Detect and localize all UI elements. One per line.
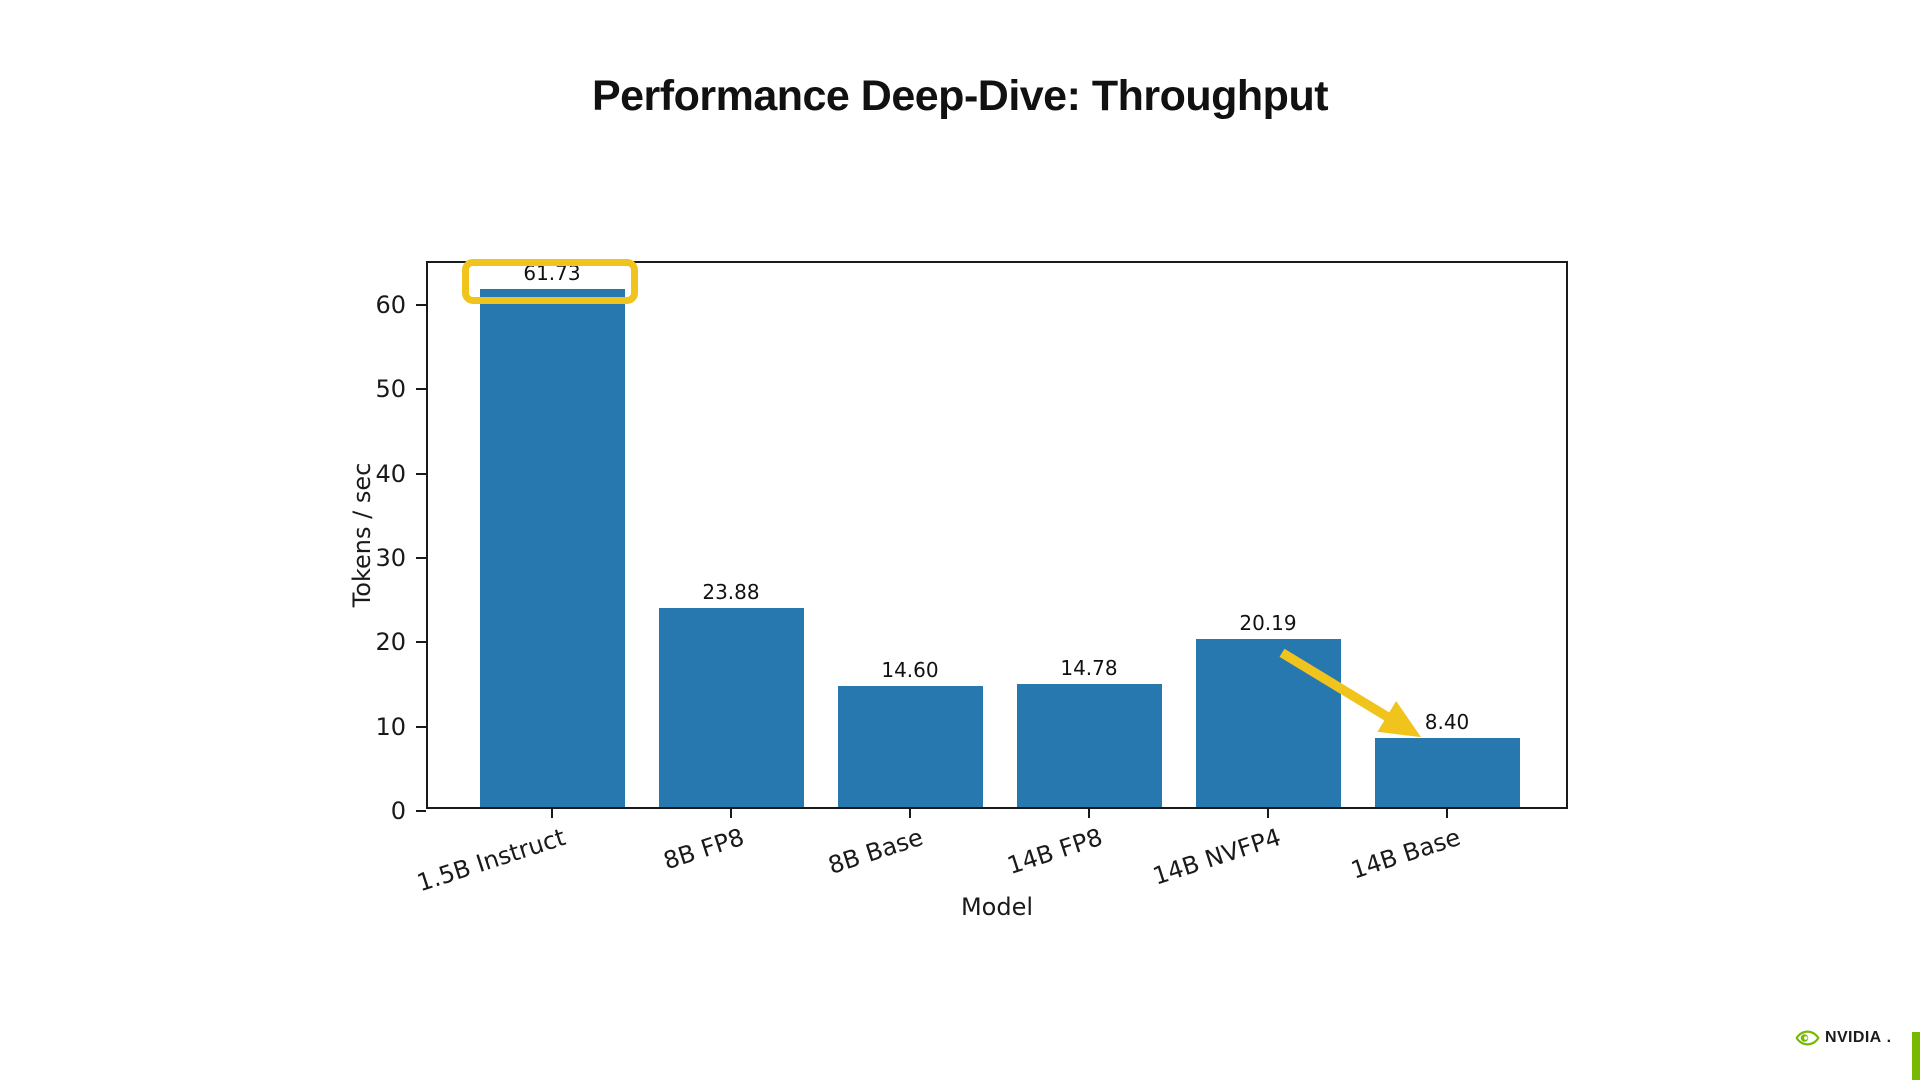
bar-value-label: 8.40 [1424, 710, 1470, 735]
x-tick-label: 14B NVFP4 [1149, 823, 1285, 891]
x-tick-label: 1.5B Instruct [413, 823, 569, 898]
y-tick [416, 472, 426, 475]
y-tick [416, 725, 426, 728]
x-tick-label: 14B FP8 [1003, 823, 1106, 880]
x-axis-label: Model [960, 893, 1034, 921]
bar [837, 685, 983, 807]
highlight-box [462, 259, 638, 304]
bar [1195, 638, 1341, 807]
bar-chart: Tokens / sec Model 0 10 20 30 40 50 60 61.73 1.5… [348, 261, 1568, 921]
y-tick [416, 641, 426, 644]
bar [1016, 684, 1162, 807]
x-tick [1088, 809, 1090, 818]
slide-title: Performance Deep-Dive: Throughput [591, 72, 1329, 120]
x-tick [1267, 809, 1269, 818]
y-tick [416, 810, 426, 812]
y-tick [416, 388, 426, 391]
bar-value-label: 14.60 [881, 657, 939, 682]
y-tick-label: 20 [375, 628, 406, 657]
y-tick-label: 60 [375, 291, 406, 320]
bar [479, 288, 625, 807]
bar-value-label: 14.78 [1060, 656, 1118, 681]
x-tick-label: 8B Base [824, 823, 927, 880]
y-tick [416, 557, 426, 560]
bar [658, 607, 804, 807]
x-tick [730, 809, 732, 818]
x-tick [551, 809, 553, 818]
x-tick [1446, 809, 1448, 818]
x-tick-label: 8B FP8 [660, 823, 748, 876]
y-tick-label: 50 [375, 375, 406, 404]
nvidia-logo: NVIDIA. [1795, 1029, 1891, 1047]
y-tick-label: 30 [375, 544, 406, 573]
x-tick-label: 14B Base [1347, 823, 1464, 885]
x-tick [909, 809, 911, 818]
nvidia-trademark-dot: . [1886, 1029, 1892, 1046]
bar [1374, 738, 1520, 807]
y-tick [416, 304, 426, 307]
nvidia-wordmark: NVIDIA [1825, 1029, 1882, 1046]
y-tick-label: 0 [390, 797, 406, 825]
brand-accent-bar [1912, 1032, 1920, 1080]
y-tick-label: 40 [375, 459, 406, 488]
nvidia-eye-icon [1795, 1030, 1820, 1046]
bar-value-label: 20.19 [1239, 610, 1297, 635]
y-tick-label: 10 [375, 712, 406, 741]
bar-value-label: 23.88 [702, 579, 760, 604]
